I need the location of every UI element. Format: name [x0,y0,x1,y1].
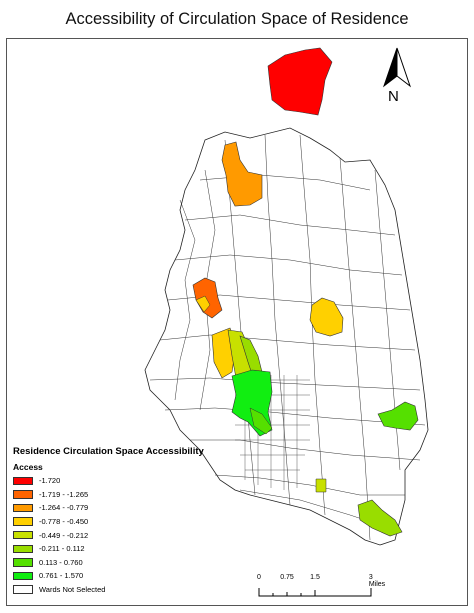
legend-swatch [13,476,33,486]
legend-label: -0.778 - -0.450 [39,517,89,527]
map-title: Accessibility of Circulation Space of Re… [65,10,409,28]
legend-swatch [13,490,33,499]
scale-tick: 0.75 [280,574,294,581]
legend-swatch [13,530,33,540]
legend-item: -1.264 - -0.779 [13,501,105,515]
north-label: N [388,88,399,105]
ward-lime-south-small [315,478,327,493]
legend-item: -1.720 [13,474,105,488]
legend-title: Residence Circulation Space Accessibilit… [13,446,204,457]
city-outline [144,127,429,546]
ward-dark-orange [192,277,223,319]
ward-yellow-small [195,295,211,313]
legend-item: -0.211 - 0.112 [13,542,105,556]
legend-swatch [13,558,33,567]
ward-green-east [377,401,419,431]
map-border [6,38,468,606]
legend-label: 0.761 - 1.570 [39,571,84,581]
scale-tick: 3 Miles [368,574,386,588]
ward-green-mid [249,407,273,435]
legend-swatch [13,585,33,594]
north-arrow-icon [382,47,412,88]
ward-yellow-east [309,297,344,337]
legend-label: Wards Not Selected [39,585,106,595]
ward-yellowgreen-south [357,499,403,537]
legend-item: 0.113 - 0.760 [13,556,105,570]
legend-label: -1.719 - -1.265 [39,489,89,499]
scale-bar: 0 0.75 1.5 3 Miles [255,574,385,604]
legend-item: -0.778 - -0.450 [13,515,105,529]
legend-item: -0.449 - -0.212 [13,528,105,542]
ward-detached-north [267,47,333,116]
legend-label: -0.449 - -0.212 [39,530,89,540]
legend-swatch [13,503,33,513]
legend-label: -0.211 - 0.112 [39,544,85,554]
scale-bar-graphic [258,588,372,597]
scale-tick: 1.5 [310,574,320,581]
legend-label: -1.720 [39,476,61,486]
legend-label: 0.113 - 0.760 [39,557,83,567]
ward-orange-north [221,141,263,207]
legend-item: -1.719 - -1.265 [13,488,105,502]
legend-label: -1.264 - -0.779 [39,503,89,513]
legend-item: Wards Not Selected [13,583,105,597]
legend-list: -1.720 -1.719 - -1.265 -1.264 - -0.779 -… [13,474,105,596]
legend-swatch [13,571,33,581]
legend-item: 0.761 - 1.570 [13,569,105,583]
legend-swatch [13,544,33,554]
legend-subtitle: Access [13,462,43,472]
scale-tick: 0 [257,574,261,581]
legend-swatch [13,517,33,526]
